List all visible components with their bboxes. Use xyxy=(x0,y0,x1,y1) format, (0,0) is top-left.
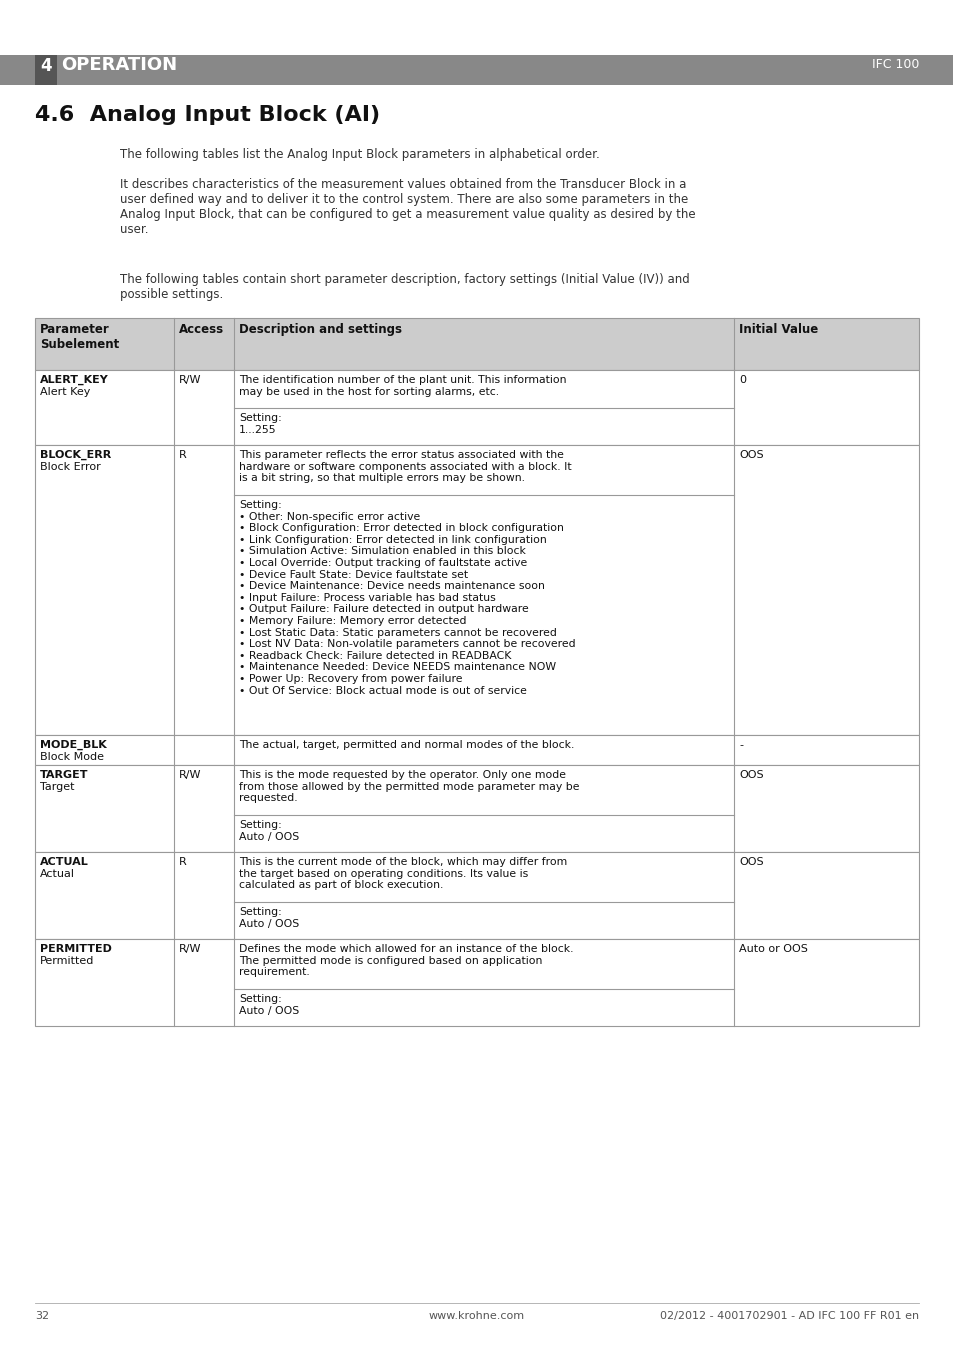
Text: Defines the mode which allowed for an instance of the block.
The permitted mode : Defines the mode which allowed for an in… xyxy=(238,944,573,977)
Text: 02/2012 - 4001702901 - AD IFC 100 FF R01 en: 02/2012 - 4001702901 - AD IFC 100 FF R01… xyxy=(659,1310,918,1321)
Text: BLOCK_ERR: BLOCK_ERR xyxy=(40,450,112,461)
Bar xyxy=(35,370,918,444)
Text: R: R xyxy=(178,857,187,867)
Text: MODE_BLK: MODE_BLK xyxy=(40,740,107,750)
Text: OOS: OOS xyxy=(739,450,763,459)
Bar xyxy=(35,765,918,852)
Text: Access: Access xyxy=(178,323,224,336)
Text: R: R xyxy=(178,450,187,459)
Text: Actual: Actual xyxy=(40,869,75,880)
Text: Setting:
• Other: Non-specific error active
• Block Configuration: Error detecte: Setting: • Other: Non-specific error act… xyxy=(238,500,575,696)
Text: ACTUAL: ACTUAL xyxy=(40,857,89,867)
Text: -: - xyxy=(739,740,742,750)
Text: www.krohne.com: www.krohne.com xyxy=(429,1310,524,1321)
Text: Auto or OOS: Auto or OOS xyxy=(739,944,807,954)
Bar xyxy=(35,317,918,370)
Text: The following tables list the Analog Input Block parameters in alphabetical orde: The following tables list the Analog Inp… xyxy=(120,149,599,161)
Text: 32: 32 xyxy=(35,1310,49,1321)
Text: Block Error: Block Error xyxy=(40,462,101,471)
Text: 0: 0 xyxy=(739,376,745,385)
Bar xyxy=(35,55,57,85)
Bar xyxy=(35,852,918,939)
Text: OPERATION: OPERATION xyxy=(61,55,177,74)
Text: Setting:
Auto / OOS: Setting: Auto / OOS xyxy=(238,994,299,1016)
Bar xyxy=(0,55,953,85)
Text: OOS: OOS xyxy=(739,770,763,780)
Text: The identification number of the plant unit. This information
may be used in the: The identification number of the plant u… xyxy=(238,376,566,397)
Text: Target: Target xyxy=(40,782,74,792)
Text: Setting:
Auto / OOS: Setting: Auto / OOS xyxy=(238,907,299,928)
Bar xyxy=(35,444,918,735)
Text: Parameter
Subelement: Parameter Subelement xyxy=(40,323,119,351)
Text: R/W: R/W xyxy=(178,770,201,780)
Text: PERMITTED: PERMITTED xyxy=(40,944,112,954)
Text: This parameter reflects the error status associated with the
hardware or softwar: This parameter reflects the error status… xyxy=(238,450,571,484)
Text: Permitted: Permitted xyxy=(40,957,94,966)
Text: ALERT_KEY: ALERT_KEY xyxy=(40,376,109,385)
Text: The following tables contain short parameter description, factory settings (Init: The following tables contain short param… xyxy=(120,273,689,301)
Text: Setting:
Auto / OOS: Setting: Auto / OOS xyxy=(238,820,299,842)
Text: It describes characteristics of the measurement values obtained from the Transdu: It describes characteristics of the meas… xyxy=(120,178,695,236)
Bar xyxy=(35,939,918,1025)
Text: Description and settings: Description and settings xyxy=(238,323,401,336)
Text: 4.6  Analog Input Block (AI): 4.6 Analog Input Block (AI) xyxy=(35,105,379,126)
Bar xyxy=(35,735,918,765)
Text: 4: 4 xyxy=(40,57,51,76)
Text: Block Mode: Block Mode xyxy=(40,753,104,762)
Text: The actual, target, permitted and normal modes of the block.: The actual, target, permitted and normal… xyxy=(238,740,574,750)
Text: R/W: R/W xyxy=(178,376,201,385)
Text: TARGET: TARGET xyxy=(40,770,89,780)
Text: OOS: OOS xyxy=(739,857,763,867)
Text: R/W: R/W xyxy=(178,944,201,954)
Text: IFC 100: IFC 100 xyxy=(871,58,918,72)
Text: This is the mode requested by the operator. Only one mode
from those allowed by : This is the mode requested by the operat… xyxy=(238,770,578,804)
Text: This is the current mode of the block, which may differ from
the target based on: This is the current mode of the block, w… xyxy=(238,857,566,890)
Text: Alert Key: Alert Key xyxy=(40,386,91,397)
Text: Setting:
1...255: Setting: 1...255 xyxy=(238,413,281,435)
Text: Initial Value: Initial Value xyxy=(739,323,818,336)
